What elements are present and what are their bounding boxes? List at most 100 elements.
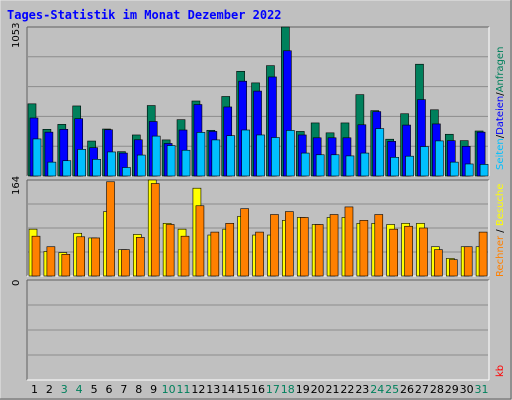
bar-rechner-day-20	[314, 224, 324, 277]
bar-rechner-day-25	[389, 228, 398, 277]
bar-seiten-day-26	[405, 155, 414, 177]
panel2-ymax-label: 164	[11, 176, 22, 195]
bar-rechner-day-5	[91, 237, 100, 277]
bar-rechner-day-10	[165, 224, 175, 277]
x-tick-label-day-4: 4	[76, 383, 83, 396]
x-tick-label-day-8: 8	[135, 383, 142, 396]
x-tick-label-day-19: 19	[296, 383, 310, 396]
bar-seiten-day-2	[47, 161, 57, 177]
bar-seiten-day-10	[166, 145, 176, 177]
bar-rechner-day-12	[195, 205, 205, 277]
x-tick-label-day-3: 3	[61, 383, 68, 396]
x-tick-label-day-13: 13	[206, 383, 220, 396]
x-tick-label-day-25: 25	[385, 383, 399, 396]
panel3-ymax-label: 0	[11, 280, 22, 286]
bar-seiten-day-27	[420, 146, 429, 177]
bar-seiten-day-30	[464, 163, 474, 177]
x-axis-day-labels: 1 2 3 4 5 6 7 8 9 10 11 12 13 14 15 16 17 18 19 20 21 22 23 24 2…	[31, 383, 489, 396]
bar-seiten-day-31	[479, 164, 489, 177]
legend-separator: /	[495, 92, 506, 96]
x-tick-label-day-1: 1	[31, 383, 38, 396]
bar-rechner-day-3	[61, 254, 71, 277]
bar-seiten-day-13	[211, 139, 221, 177]
legend-rechner: Rechner	[495, 235, 506, 277]
bar-rechner-day-7	[121, 249, 130, 277]
bar-seiten-day-24	[375, 128, 385, 177]
bar-rechner-day-17	[270, 214, 279, 277]
bar-rechner-day-28	[434, 249, 443, 277]
bar-seiten-day-6	[107, 151, 116, 177]
bar-seiten-day-7	[122, 167, 131, 177]
bar-rechner-day-31	[478, 231, 488, 277]
x-tick-label-day-14: 14	[221, 383, 235, 396]
legend-anfragen: Anfragen	[495, 47, 506, 93]
legend-separator: /	[495, 134, 506, 138]
bar-rechner-day-21	[329, 214, 339, 277]
bar-rechner-day-27	[419, 227, 428, 277]
x-tick-label-day-12: 12	[191, 383, 205, 396]
x-tick-label-day-30: 30	[460, 383, 474, 396]
bar-seiten-day-5	[92, 159, 101, 177]
legend-dateien: Dateien	[495, 96, 506, 135]
x-tick-label-day-21: 21	[326, 383, 340, 396]
legend-besuche: Besuche	[495, 184, 506, 227]
chart-title: Tages-Statistik im Monat Dezember 2022	[7, 8, 282, 22]
bar-seiten-day-1	[32, 138, 42, 177]
bar-rechner-day-23	[359, 220, 369, 277]
bar-rechner-day-22	[344, 206, 354, 277]
chart-bars	[27, 26, 489, 277]
bar-rechner-day-1	[31, 235, 41, 277]
bar-rechner-day-24	[374, 214, 384, 277]
bar-seiten-day-23	[360, 152, 370, 177]
bar-seiten-day-4	[77, 149, 87, 177]
bar-seiten-day-20	[315, 154, 325, 177]
x-tick-label-day-24: 24	[370, 383, 384, 396]
bar-seiten-day-16	[256, 134, 265, 177]
x-tick-label-day-11: 11	[176, 383, 190, 396]
legend-panel2: Rechner / Besuche	[495, 184, 506, 277]
x-tick-label-day-27: 27	[415, 383, 429, 396]
x-tick-label-day-28: 28	[430, 383, 444, 396]
bar-seiten-day-17	[271, 137, 280, 177]
x-tick-label-day-7: 7	[120, 383, 127, 396]
x-tick-label-day-29: 29	[445, 383, 459, 396]
x-tick-label-day-5: 5	[91, 383, 98, 396]
legend-seiten: Seiten	[495, 138, 506, 170]
bar-seiten-day-21	[330, 154, 340, 177]
x-tick-label-day-16: 16	[251, 383, 265, 396]
bar-rechner-day-16	[255, 231, 264, 277]
bar-seiten-day-18	[286, 130, 295, 177]
x-tick-label-day-26: 26	[400, 383, 414, 396]
bar-rechner-day-19	[299, 217, 309, 277]
bar-rechner-day-11	[180, 235, 190, 277]
x-tick-label-day-17: 17	[266, 383, 280, 396]
x-tick-label-day-18: 18	[281, 383, 295, 396]
bar-rechner-day-6	[106, 181, 115, 277]
x-tick-label-day-20: 20	[311, 383, 325, 396]
x-tick-label-day-6: 6	[105, 383, 112, 396]
legend-separator: /	[495, 229, 506, 233]
bar-rechner-day-8	[136, 237, 145, 277]
panel1-ymax-label: 1053	[11, 23, 22, 48]
bar-rechner-day-29	[448, 259, 458, 277]
bar-rechner-day-30	[463, 246, 473, 277]
bar-seiten-day-9	[151, 135, 161, 177]
bar-rechner-day-2	[46, 246, 56, 277]
x-tick-label-day-31: 31	[475, 383, 489, 396]
bar-rechner-day-15	[240, 208, 249, 277]
bar-seiten-day-29	[449, 161, 459, 177]
bar-seiten-day-12	[196, 132, 206, 177]
bar-rechner-day-9	[150, 183, 160, 277]
bar-seiten-day-25	[390, 157, 399, 177]
x-tick-label-day-23: 23	[355, 383, 369, 396]
bar-seiten-day-22	[345, 155, 355, 177]
bar-rechner-day-18	[285, 211, 294, 277]
x-tick-label-day-22: 22	[340, 383, 354, 396]
bar-rechner-day-4	[76, 236, 86, 277]
bar-seiten-day-8	[137, 154, 146, 177]
x-tick-label-day-2: 2	[46, 383, 53, 396]
bar-rechner-day-13	[210, 231, 220, 277]
bar-seiten-day-3	[62, 160, 72, 177]
bar-rechner-day-26	[404, 225, 413, 277]
